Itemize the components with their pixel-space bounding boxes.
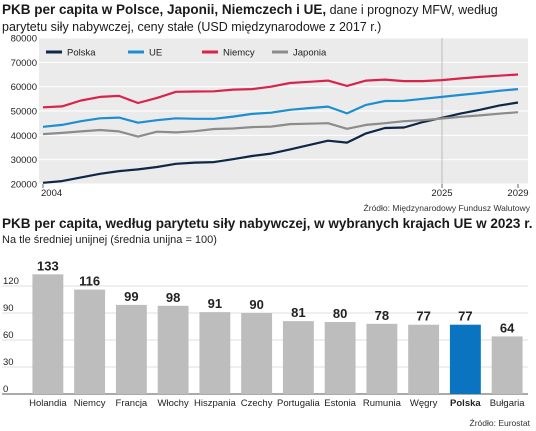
chart2-source: Źródło: Eurostat [469, 418, 530, 428]
y-tick-label: 20000 [11, 180, 37, 191]
category-label: Włochy [158, 398, 189, 409]
category-label: Portugalia [277, 398, 320, 409]
chart1-source: Źródło: Międzynarodowy Fundusz Walutowy [363, 203, 530, 213]
category-label: Czechy [241, 398, 273, 409]
bar-estonia [324, 322, 356, 394]
x-tick-label: 2025 [431, 188, 452, 199]
bar-value-label: 116 [79, 274, 100, 289]
series-line-japonia [42, 111, 519, 138]
chart1-title-bold: PKB per capita w Polsce, Japonii, Niemcz… [2, 2, 327, 17]
bar-niemcy [74, 289, 106, 394]
y-tick-label: 30 [3, 357, 14, 368]
bar-value-label: 64 [500, 320, 515, 335]
chart2-subtitle: Na tle średniej unijnej (średnia unijna … [2, 234, 217, 246]
category-label: Niemcy [74, 398, 106, 409]
legend-label: UE [149, 48, 162, 59]
series-line-ue [42, 88, 519, 128]
bar-bułgaria [491, 336, 523, 394]
bar-włochy [157, 305, 189, 394]
bar-value-label: 90 [249, 297, 263, 312]
bar-francja [115, 304, 147, 394]
y-tick-label: 30000 [11, 155, 37, 166]
y-tick-label: 40000 [11, 131, 37, 142]
bar-hiszpania [199, 312, 231, 394]
bar-portugalia [282, 321, 314, 394]
bar-value-label: 77 [416, 309, 430, 324]
chart1-title-rest: dane i prognozy MFW, według parytetu sił… [2, 3, 498, 34]
x-tick-label: 2029 [507, 188, 528, 199]
category-label: Polska [450, 398, 481, 409]
y-tick-label: 50000 [11, 107, 37, 118]
bar-value-label: 133 [37, 258, 59, 273]
category-label: Hiszpania [194, 398, 236, 409]
chart1-title: PKB per capita w Polsce, Japonii, Niemcz… [2, 1, 534, 36]
bar-value-label: 80 [333, 306, 347, 321]
y-tick-label: 60 [3, 330, 14, 341]
bar-value-label: 91 [208, 296, 222, 311]
bar-value-label: 98 [166, 290, 180, 305]
bar-polska [449, 324, 481, 394]
y-tick-label: 90 [3, 303, 14, 314]
bar-rumunia [366, 323, 398, 394]
category-label: Holandia [29, 398, 67, 409]
x-tick-label: 2004 [41, 188, 62, 199]
y-tick-label: 0 [3, 384, 8, 395]
bar-holandia [32, 274, 64, 394]
y-tick-label: 70000 [11, 58, 37, 69]
chart2-title: PKB per capita, według parytetu siły nab… [2, 216, 533, 231]
category-label: Węgry [410, 398, 438, 409]
legend-label: Polska [67, 48, 96, 59]
bar-value-label: 78 [375, 308, 389, 323]
series-line-niemcy [42, 73, 519, 109]
bar-value-label: 77 [458, 309, 472, 324]
legend-label: Japonia [293, 48, 327, 59]
y-tick-label: 60000 [11, 82, 37, 93]
line-chart: 20000 30000 40000 50000 60000 70000 80000 2004 2… [11, 34, 529, 200]
bar-value-label: 81 [291, 305, 305, 320]
bar-czechy [241, 313, 273, 394]
category-label: Estonia [324, 398, 356, 409]
y-tick-label: 80000 [11, 34, 37, 45]
category-label: Francja [116, 398, 148, 409]
y-tick-label: 120 [3, 276, 19, 287]
category-label: Rumunia [363, 398, 402, 409]
category-label: Bułgaria [490, 398, 526, 409]
bar-value-label: 99 [124, 289, 138, 304]
bar-węgry [408, 324, 440, 394]
legend-label: Niemcy [223, 48, 255, 59]
